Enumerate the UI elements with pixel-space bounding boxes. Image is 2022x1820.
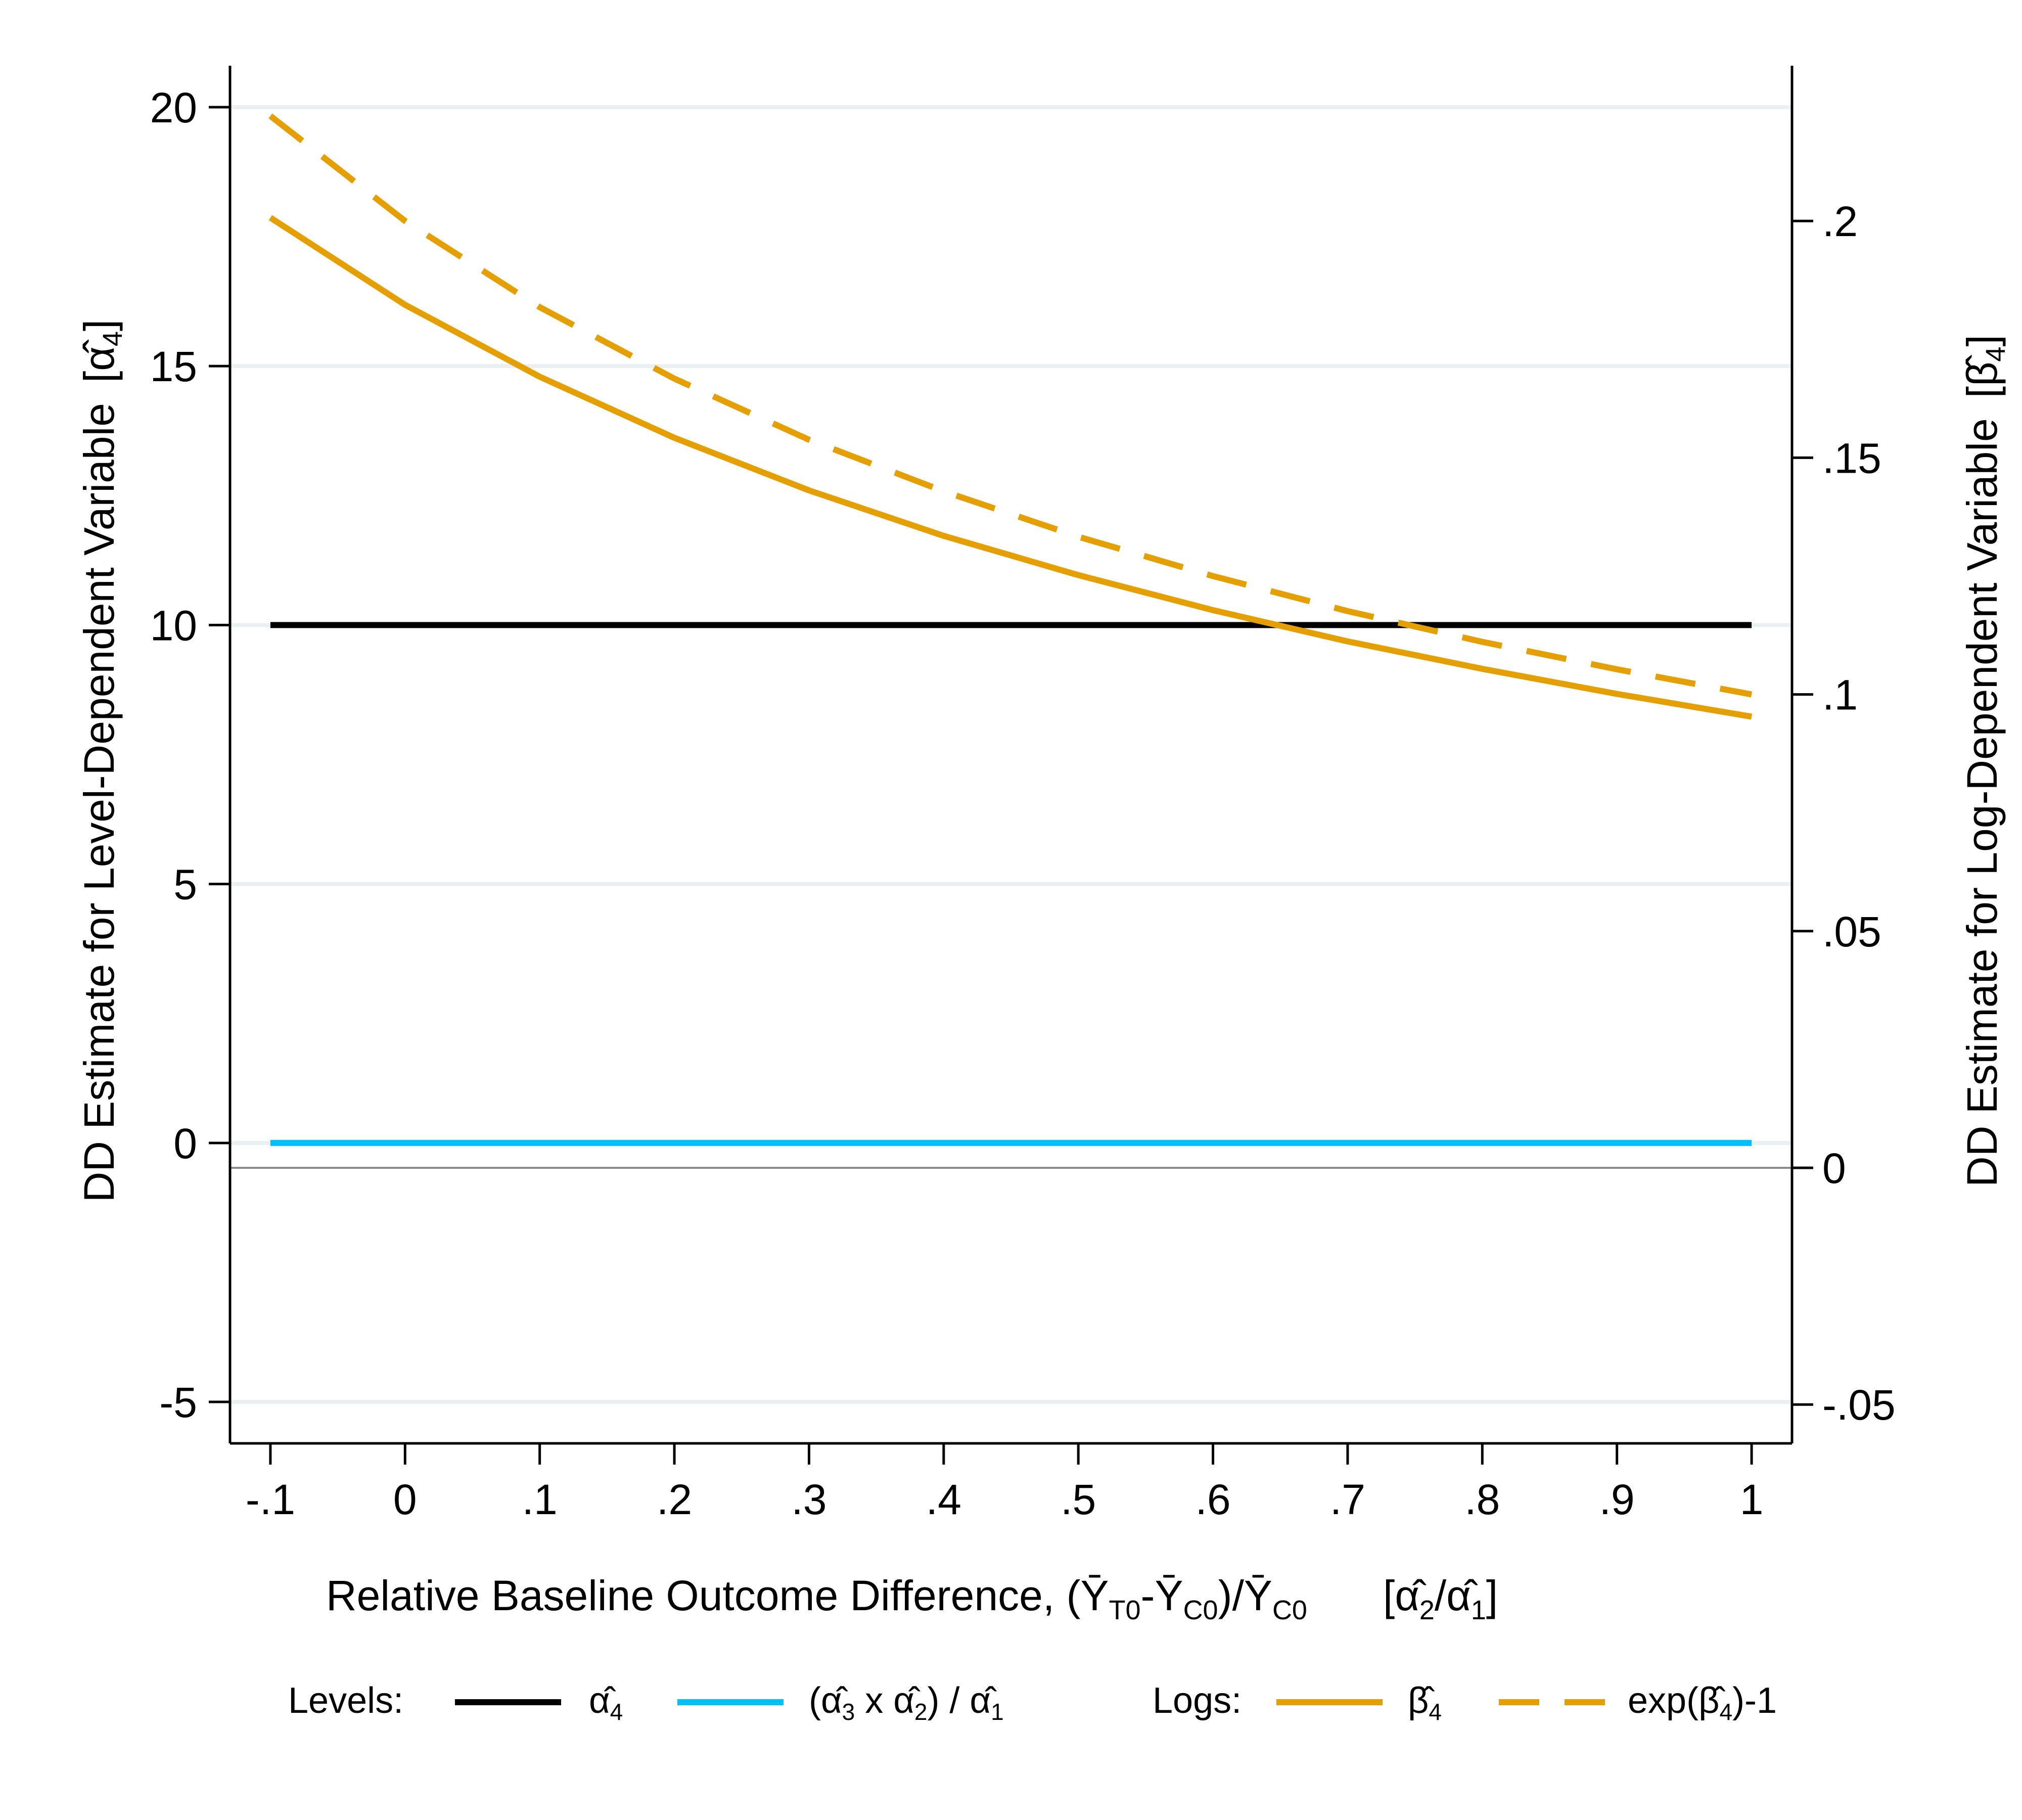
x-tick-label: .9 bbox=[1599, 1476, 1635, 1523]
y-right-tick-label: -.05 bbox=[1822, 1381, 1896, 1429]
legend-levels-label: Levels: bbox=[288, 1680, 403, 1721]
y-right-tick-label: .1 bbox=[1822, 671, 1858, 719]
x-tick-label: .8 bbox=[1464, 1476, 1500, 1523]
y-right-tick-label: .2 bbox=[1822, 198, 1858, 245]
y-right-tick-label: .05 bbox=[1822, 908, 1881, 956]
x-tick-label: -.1 bbox=[246, 1476, 295, 1523]
y-axis-left-title-text: DD Estimate for Level-Dependent Variable bbox=[75, 403, 123, 1202]
y-right-tick-label: .15 bbox=[1822, 434, 1881, 482]
x-tick-label: .2 bbox=[657, 1476, 692, 1523]
y-right-tick-label: 0 bbox=[1822, 1145, 1846, 1192]
series-line-beta4 bbox=[268, 215, 1753, 720]
y-left-tick-label: 5 bbox=[173, 861, 197, 908]
legend-item-exp-beta4-minus-1: exp(β̂4)-1 bbox=[1628, 1680, 1777, 1725]
x-tick-label: .6 bbox=[1196, 1476, 1231, 1523]
x-tick-label: .5 bbox=[1061, 1476, 1096, 1523]
legend: Levels: α̂4 (α̂3 x α̂2) / α̂1 Logs: β̂4 … bbox=[288, 1680, 1777, 1725]
y-left-tick-label: 10 bbox=[150, 602, 197, 649]
y-left-tick-label: -5 bbox=[159, 1379, 197, 1426]
x-tick-label: .3 bbox=[791, 1476, 826, 1523]
x-axis-title: Relative Baseline Outcome Difference, (Ȳ… bbox=[326, 1572, 1498, 1625]
x-tick-label: .7 bbox=[1330, 1476, 1365, 1523]
y-left-tick-label: 15 bbox=[150, 343, 197, 390]
legend-item-alpha3-alpha2-over-alpha1: (α̂3 x α̂2) / α̂1 bbox=[809, 1680, 1004, 1725]
axes bbox=[209, 66, 1813, 1465]
y-axis-right-title: DD Estimate for Log-Dependent Variable[β… bbox=[1958, 335, 2011, 1187]
series-lines bbox=[268, 113, 1753, 1146]
y-axis-right-title-text: DD Estimate for Log-Dependent Variable bbox=[1958, 418, 2006, 1187]
legend-logs-label: Logs: bbox=[1153, 1680, 1242, 1721]
x-tick-label: .4 bbox=[926, 1476, 961, 1523]
x-tick-label: 0 bbox=[393, 1476, 417, 1523]
tick-labels: -.1 0 .1 .2 .3 .4 .5 .6 .7 .8 .9 1 -5 0 5 10 15 20 -.05 0 .0… bbox=[150, 84, 1896, 1523]
y-left-tick-label: 20 bbox=[150, 84, 197, 131]
y-left-tick-label: 0 bbox=[173, 1120, 197, 1167]
y-axis-left-title: DD Estimate for Level-Dependent Variable… bbox=[75, 320, 128, 1203]
x-tick-label: 1 bbox=[1740, 1476, 1764, 1523]
x-tick-label: .1 bbox=[522, 1476, 558, 1523]
